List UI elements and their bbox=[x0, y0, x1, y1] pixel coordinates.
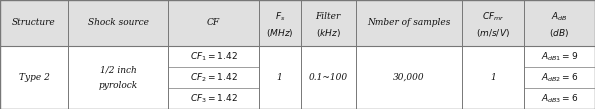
Text: $(MHz)$: $(MHz)$ bbox=[266, 27, 293, 39]
Text: $F_s$: $F_s$ bbox=[274, 10, 285, 23]
Text: $CF_3=1.42$: $CF_3=1.42$ bbox=[189, 92, 237, 105]
Bar bbox=[0, 46, 595, 109]
Text: $CF_1=1.42$: $CF_1=1.42$ bbox=[189, 50, 237, 63]
Text: 1: 1 bbox=[490, 73, 496, 82]
Text: 0.1~100: 0.1~100 bbox=[309, 73, 348, 82]
Text: $A_{dB}$: $A_{dB}$ bbox=[551, 10, 568, 23]
Text: 1: 1 bbox=[277, 73, 283, 82]
Text: $CF_{mr}$: $CF_{mr}$ bbox=[482, 10, 505, 23]
Text: $CF_2=1.42$: $CF_2=1.42$ bbox=[189, 71, 237, 84]
Text: Shock source: Shock source bbox=[87, 18, 149, 27]
Text: Type 2: Type 2 bbox=[18, 73, 49, 82]
Text: 30,000: 30,000 bbox=[393, 73, 425, 82]
Text: Filter: Filter bbox=[315, 12, 341, 21]
Text: pyrolock: pyrolock bbox=[98, 81, 137, 89]
Text: $(dB)$: $(dB)$ bbox=[549, 27, 569, 39]
Bar bbox=[0, 0, 595, 46]
Text: $A_{dB2}=6$: $A_{dB2}=6$ bbox=[541, 71, 578, 84]
Text: $A_{dB1}=9$: $A_{dB1}=9$ bbox=[541, 50, 578, 63]
Text: Nmber of samples: Nmber of samples bbox=[367, 18, 451, 27]
Text: CF: CF bbox=[207, 18, 220, 27]
Text: 1/2 inch: 1/2 inch bbox=[99, 65, 136, 74]
Text: $(kHz)$: $(kHz)$ bbox=[316, 27, 341, 39]
Text: $A_{dB3}=6$: $A_{dB3}=6$ bbox=[541, 92, 578, 105]
Text: Structure: Structure bbox=[12, 18, 56, 27]
Text: $(m/s/V)$: $(m/s/V)$ bbox=[476, 27, 510, 39]
